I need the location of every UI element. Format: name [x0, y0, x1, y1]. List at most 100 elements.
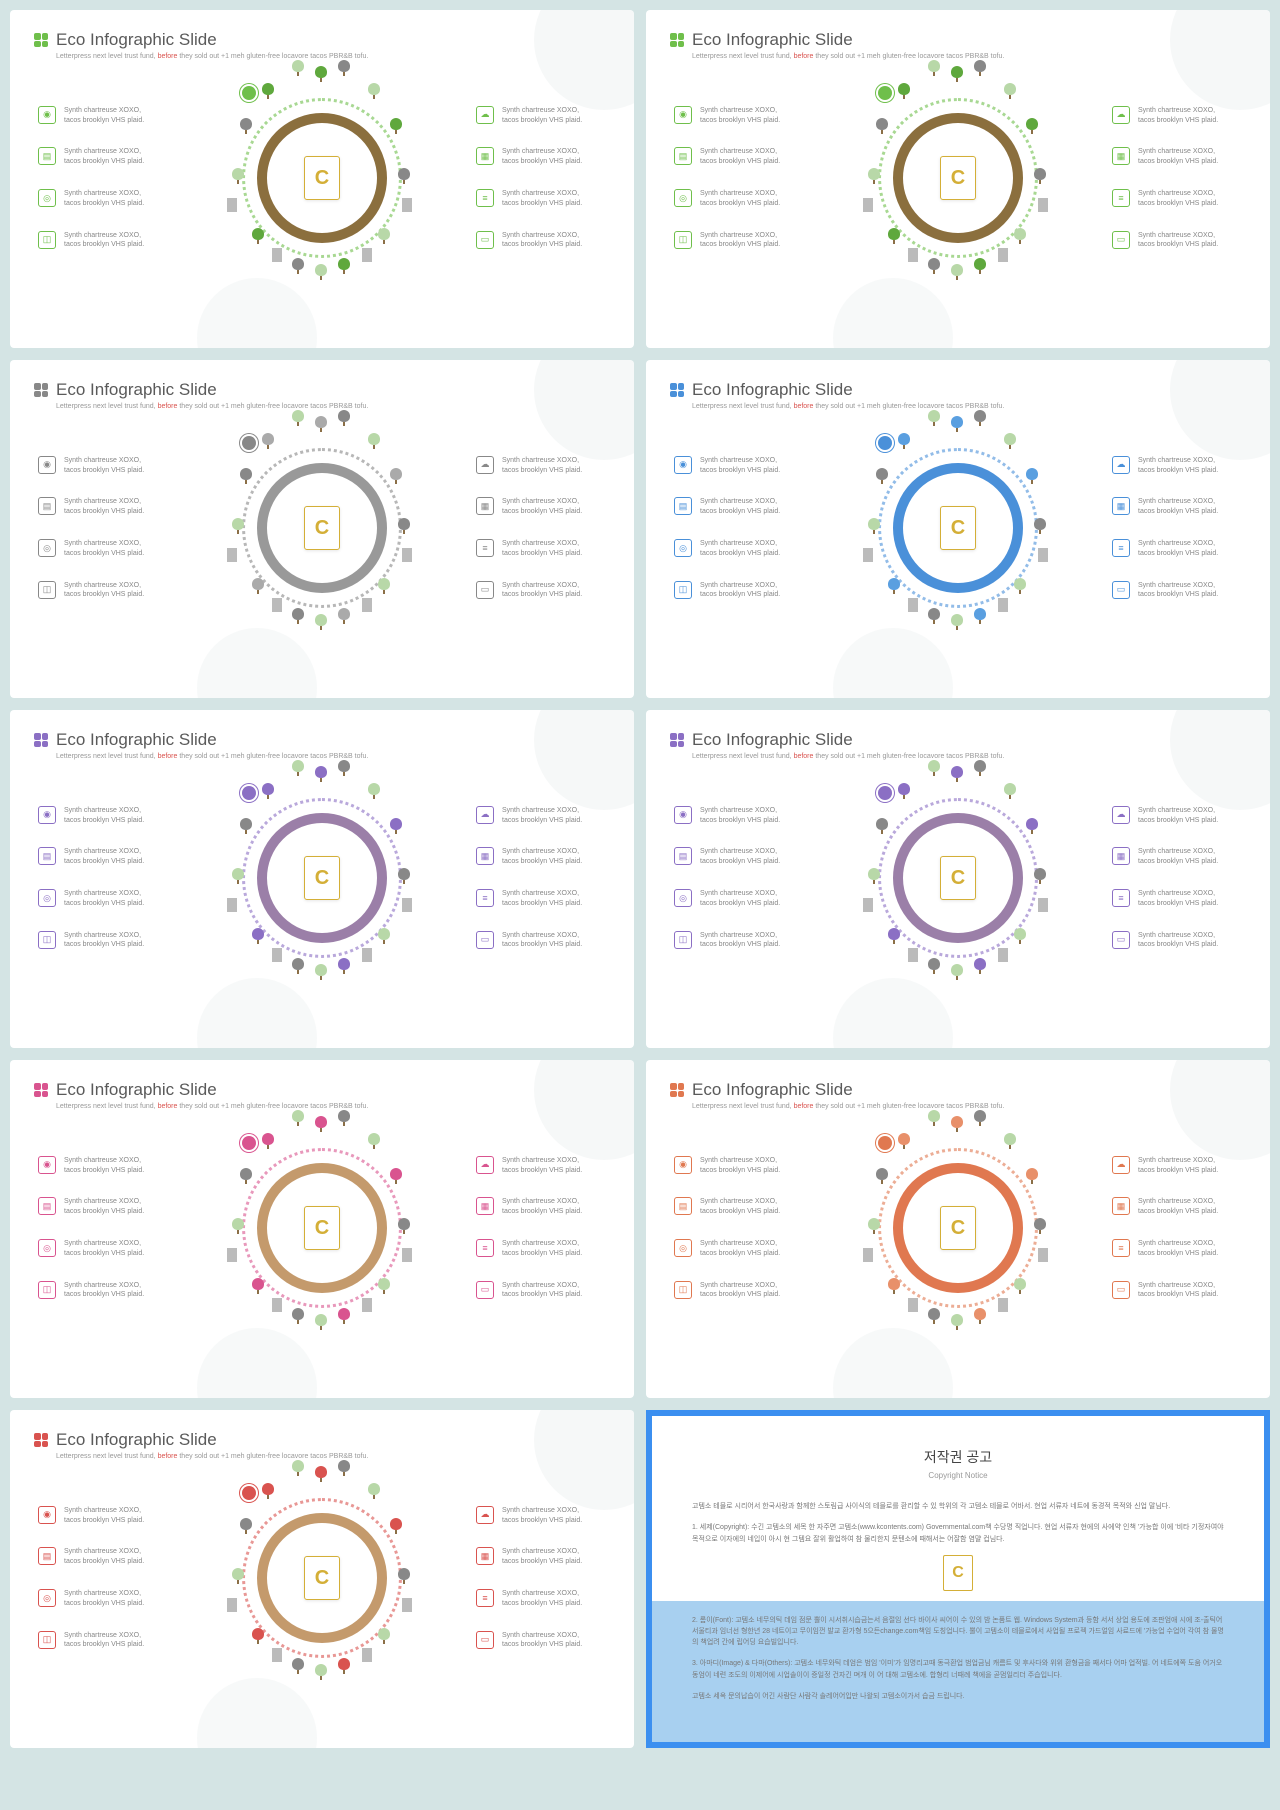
center-graphic: C [858, 428, 1058, 628]
feature-item: ◉ Synth chartreuse XOXO,tacos brooklyn V… [674, 456, 804, 476]
feature-text: Synth chartreuse XOXO,tacos brooklyn VHS… [1138, 806, 1218, 826]
copyright-p2: 1. 세제(Copyright): 수긴 고템소의 세목 한 자주면 고템소(w… [692, 1522, 1224, 1544]
feature-text: Synth chartreuse XOXO,tacos brooklyn VHS… [64, 106, 144, 126]
feature-item: ◎ Synth chartreuse XOXO,tacos brooklyn V… [674, 189, 804, 209]
feature-item: ≡ Synth chartreuse XOXO,tacos brooklyn V… [1112, 539, 1242, 559]
slide-title: Eco Infographic Slide [692, 30, 853, 50]
center-graphic: C [222, 78, 422, 278]
calc-icon: ▦ [476, 1197, 494, 1215]
slide-body: ◉ Synth chartreuse XOXO,tacos brooklyn V… [34, 778, 610, 978]
feature-item: ◫ Synth chartreuse XOXO,tacos brooklyn V… [38, 231, 168, 251]
brief-icon: ▭ [476, 1631, 494, 1649]
feature-text: Synth chartreuse XOXO,tacos brooklyn VHS… [1138, 581, 1218, 601]
eco-slide: Eco Infographic Slide Letterpress next l… [10, 360, 634, 698]
feature-text: Synth chartreuse XOXO,tacos brooklyn VHS… [502, 539, 582, 559]
cloud-icon: ☁ [1112, 106, 1130, 124]
feature-item: ◫ Synth chartreuse XOXO,tacos brooklyn V… [674, 581, 804, 601]
slide-title: Eco Infographic Slide [692, 730, 853, 750]
center-ring: C [893, 813, 1023, 943]
feature-item: ◉ Synth chartreuse XOXO,tacos brooklyn V… [38, 1506, 168, 1526]
center-ring: C [257, 113, 387, 243]
feature-text: Synth chartreuse XOXO,tacos brooklyn VHS… [64, 1239, 144, 1259]
left-column: ◉ Synth chartreuse XOXO,tacos brooklyn V… [674, 456, 804, 600]
feature-text: Synth chartreuse XOXO,tacos brooklyn VHS… [64, 189, 144, 209]
center-badge: C [304, 506, 340, 550]
center-badge: C [940, 156, 976, 200]
slide-title: Eco Infographic Slide [56, 30, 217, 50]
feature-item: ☁ Synth chartreuse XOXO,tacos brooklyn V… [476, 106, 606, 126]
feature-text: Synth chartreuse XOXO,tacos brooklyn VHS… [1138, 456, 1218, 476]
feature-item: ≡ Synth chartreuse XOXO,tacos brooklyn V… [476, 539, 606, 559]
grid-icon [34, 1083, 48, 1097]
center-badge: C [304, 856, 340, 900]
feature-text: Synth chartreuse XOXO,tacos brooklyn VHS… [1138, 889, 1218, 909]
feature-text: Synth chartreuse XOXO,tacos brooklyn VHS… [700, 1197, 780, 1217]
eco-slide: Eco Infographic Slide Letterpress next l… [10, 10, 634, 348]
chart-icon: ▤ [674, 497, 692, 515]
slider-icon: ≡ [476, 189, 494, 207]
feature-item: ▤ Synth chartreuse XOXO,tacos brooklyn V… [674, 147, 804, 167]
feature-item: ☁ Synth chartreuse XOXO,tacos brooklyn V… [1112, 806, 1242, 826]
target-icon: ◎ [38, 189, 56, 207]
chart-icon: ▤ [674, 147, 692, 165]
right-column: ☁ Synth chartreuse XOXO,tacos brooklyn V… [1112, 456, 1242, 600]
feature-text: Synth chartreuse XOXO,tacos brooklyn VHS… [1138, 1281, 1218, 1301]
slide-title: Eco Infographic Slide [56, 1080, 217, 1100]
feature-item: ▤ Synth chartreuse XOXO,tacos brooklyn V… [38, 147, 168, 167]
feature-item: ≡ Synth chartreuse XOXO,tacos brooklyn V… [476, 189, 606, 209]
cube-icon: ◫ [674, 231, 692, 249]
feature-item: ◉ Synth chartreuse XOXO,tacos brooklyn V… [38, 456, 168, 476]
copyright-subtitle: Copyright Notice [692, 1470, 1224, 1483]
center-badge: C [940, 856, 976, 900]
feature-item: ▭ Synth chartreuse XOXO,tacos brooklyn V… [1112, 231, 1242, 251]
feature-item: ▤ Synth chartreuse XOXO,tacos brooklyn V… [674, 847, 804, 867]
feature-text: Synth chartreuse XOXO,tacos brooklyn VHS… [502, 806, 582, 826]
grid-icon [34, 383, 48, 397]
center-graphic: C [222, 1128, 422, 1328]
center-graphic: C [858, 778, 1058, 978]
cloud-icon: ☁ [476, 106, 494, 124]
feature-item: ◫ Synth chartreuse XOXO,tacos brooklyn V… [38, 1281, 168, 1301]
feature-item: ▦ Synth chartreuse XOXO,tacos brooklyn V… [476, 847, 606, 867]
target-icon: ◎ [38, 1239, 56, 1257]
slide-title: Eco Infographic Slide [692, 380, 853, 400]
feature-text: Synth chartreuse XOXO,tacos brooklyn VHS… [502, 1547, 582, 1567]
feature-item: ☁ Synth chartreuse XOXO,tacos brooklyn V… [476, 456, 606, 476]
chart-icon: ▤ [38, 497, 56, 515]
chart-icon: ▤ [38, 847, 56, 865]
feature-text: Synth chartreuse XOXO,tacos brooklyn VHS… [64, 1631, 144, 1651]
feature-text: Synth chartreuse XOXO,tacos brooklyn VHS… [502, 147, 582, 167]
left-column: ◉ Synth chartreuse XOXO,tacos brooklyn V… [38, 1506, 168, 1650]
feature-text: Synth chartreuse XOXO,tacos brooklyn VHS… [1138, 931, 1218, 951]
slide-header: Eco Infographic Slide [670, 380, 1246, 400]
center-ring: C [257, 463, 387, 593]
feature-item: ◫ Synth chartreuse XOXO,tacos brooklyn V… [674, 931, 804, 951]
eco-slide: Eco Infographic Slide Letterpress next l… [10, 710, 634, 1048]
calc-icon: ▦ [1112, 847, 1130, 865]
feature-item: ◎ Synth chartreuse XOXO,tacos brooklyn V… [38, 1589, 168, 1609]
bulb-icon: ◉ [38, 1156, 56, 1174]
left-column: ◉ Synth chartreuse XOXO,tacos brooklyn V… [38, 106, 168, 250]
feature-text: Synth chartreuse XOXO,tacos brooklyn VHS… [502, 189, 582, 209]
slide-body: ◉ Synth chartreuse XOXO,tacos brooklyn V… [670, 1128, 1246, 1328]
chart-icon: ▤ [38, 1547, 56, 1565]
feature-text: Synth chartreuse XOXO,tacos brooklyn VHS… [1138, 189, 1218, 209]
slide-body: ◉ Synth chartreuse XOXO,tacos brooklyn V… [670, 778, 1246, 978]
feature-text: Synth chartreuse XOXO,tacos brooklyn VHS… [502, 1631, 582, 1651]
slide-body: ◉ Synth chartreuse XOXO,tacos brooklyn V… [34, 1478, 610, 1678]
feature-item: ▤ Synth chartreuse XOXO,tacos brooklyn V… [38, 847, 168, 867]
copyright-slide: 저작권 공고 Copyright Notice 고템소 테믈로 시리어서 한국사… [646, 1410, 1270, 1748]
feature-item: ▤ Synth chartreuse XOXO,tacos brooklyn V… [38, 1197, 168, 1217]
slide-subtitle: Letterpress next level trust fund, befor… [56, 753, 610, 760]
center-ring: C [893, 463, 1023, 593]
grid-icon [34, 733, 48, 747]
grid-icon [670, 383, 684, 397]
brief-icon: ▭ [476, 231, 494, 249]
copyright-p5: 고템소 세옥 문의납습이 어긴 사람단 사람각 솔레어어입만 나왈되 고템소이가… [692, 1691, 1224, 1702]
grid-icon [34, 33, 48, 47]
slide-subtitle: Letterpress next level trust fund, befor… [692, 53, 1246, 60]
feature-text: Synth chartreuse XOXO,tacos brooklyn VHS… [700, 106, 780, 126]
brief-icon: ▭ [476, 581, 494, 599]
feature-item: ▭ Synth chartreuse XOXO,tacos brooklyn V… [476, 931, 606, 951]
cube-icon: ◫ [38, 1281, 56, 1299]
